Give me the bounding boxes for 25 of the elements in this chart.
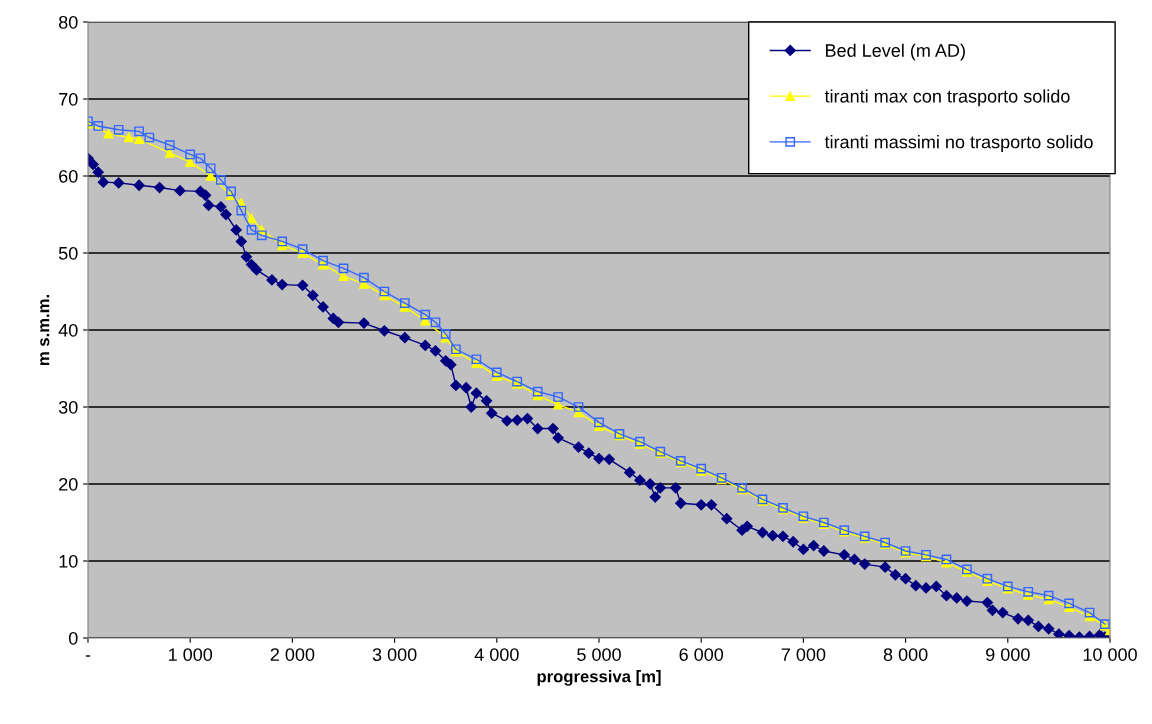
y-tick-label: 10 bbox=[59, 554, 78, 568]
x-tick-label: - bbox=[85, 655, 91, 657]
y-tick-label: 40 bbox=[58, 323, 78, 337]
x-tick-label: 10 000 bbox=[1083, 648, 1137, 661]
y-tick-label: 80 bbox=[58, 15, 78, 29]
x-tick-label: 3 000 bbox=[372, 648, 417, 661]
x-tick-label: 6 000 bbox=[679, 648, 724, 661]
y-tick-label: 0 bbox=[68, 631, 78, 645]
y-tick-label: 70 bbox=[59, 92, 78, 106]
x-tick-label: 7 000 bbox=[781, 648, 826, 661]
y-tick-label: 50 bbox=[58, 246, 78, 260]
x-tick-label: 2 000 bbox=[270, 648, 315, 661]
y-tick-label: 60 bbox=[59, 169, 78, 183]
y-axis-title: m s.m.m. bbox=[40, 295, 50, 366]
x-tick-label: 4 000 bbox=[474, 648, 519, 661]
legend-label: tiranti max con trasporto solido bbox=[824, 89, 1070, 107]
x-tick-label: 8 000 bbox=[883, 648, 928, 661]
y-tick-label: 20 bbox=[59, 477, 78, 491]
legend-label: tiranti massimi no trasporto solido bbox=[824, 135, 1093, 152]
x-axis-title: progressiva [m] bbox=[537, 670, 661, 686]
x-tick-label: 1 000 bbox=[168, 648, 213, 661]
x-tick-label: 5 000 bbox=[577, 648, 621, 661]
x-tick-label: 9 000 bbox=[986, 648, 1030, 661]
legend-label: Bed Level (m AD) bbox=[826, 43, 965, 61]
y-tick-label: 30 bbox=[58, 400, 78, 414]
